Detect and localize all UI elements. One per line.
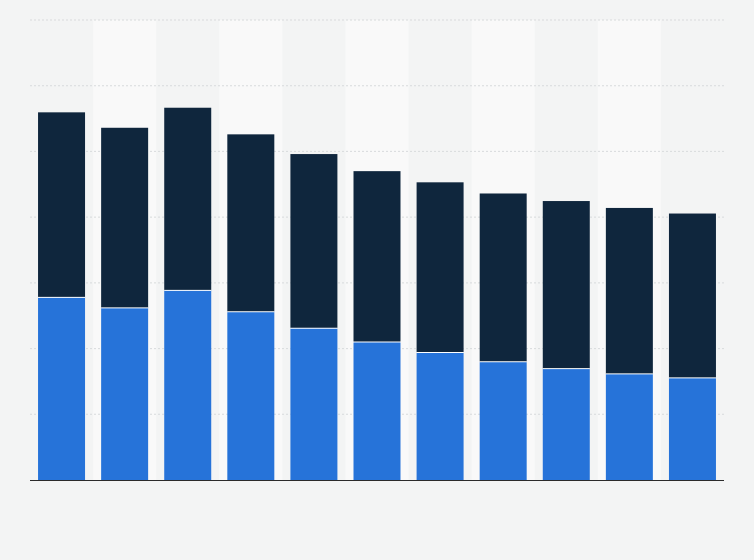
bar-segment-series-2-col-7 [416, 182, 464, 353]
bars [38, 107, 716, 480]
bar-segment-series-2-col-4 [227, 134, 275, 312]
bar-segment-series-1-col-4 [227, 311, 275, 480]
bar-segment-series-2-col-11 [668, 213, 716, 378]
bar-segment-series-2-col-10 [605, 207, 653, 374]
bar-segment-series-1-col-8 [479, 361, 527, 480]
bar-segment-series-2-col-2 [101, 127, 149, 308]
bar-segment-series-1-col-5 [290, 328, 338, 480]
bar-segment-series-1-col-2 [101, 307, 149, 480]
bar-segment-series-1-col-11 [668, 377, 716, 480]
bar-segment-series-1-col-6 [353, 342, 401, 480]
bar-segment-series-2-col-9 [542, 201, 590, 369]
bar-segment-series-1-col-10 [605, 373, 653, 480]
bar-segment-series-2-col-1 [38, 112, 86, 298]
bar-segment-series-2-col-3 [164, 107, 212, 291]
bar-segment-series-2-col-5 [290, 154, 338, 329]
bar-segment-series-1-col-7 [416, 352, 464, 480]
bar-segment-series-1-col-3 [164, 290, 212, 480]
bar-segment-series-1-col-9 [542, 368, 590, 480]
bar-segment-series-1-col-1 [38, 297, 86, 480]
bar-segment-series-2-col-6 [353, 171, 401, 342]
bar-segment-series-2-col-8 [479, 193, 527, 362]
